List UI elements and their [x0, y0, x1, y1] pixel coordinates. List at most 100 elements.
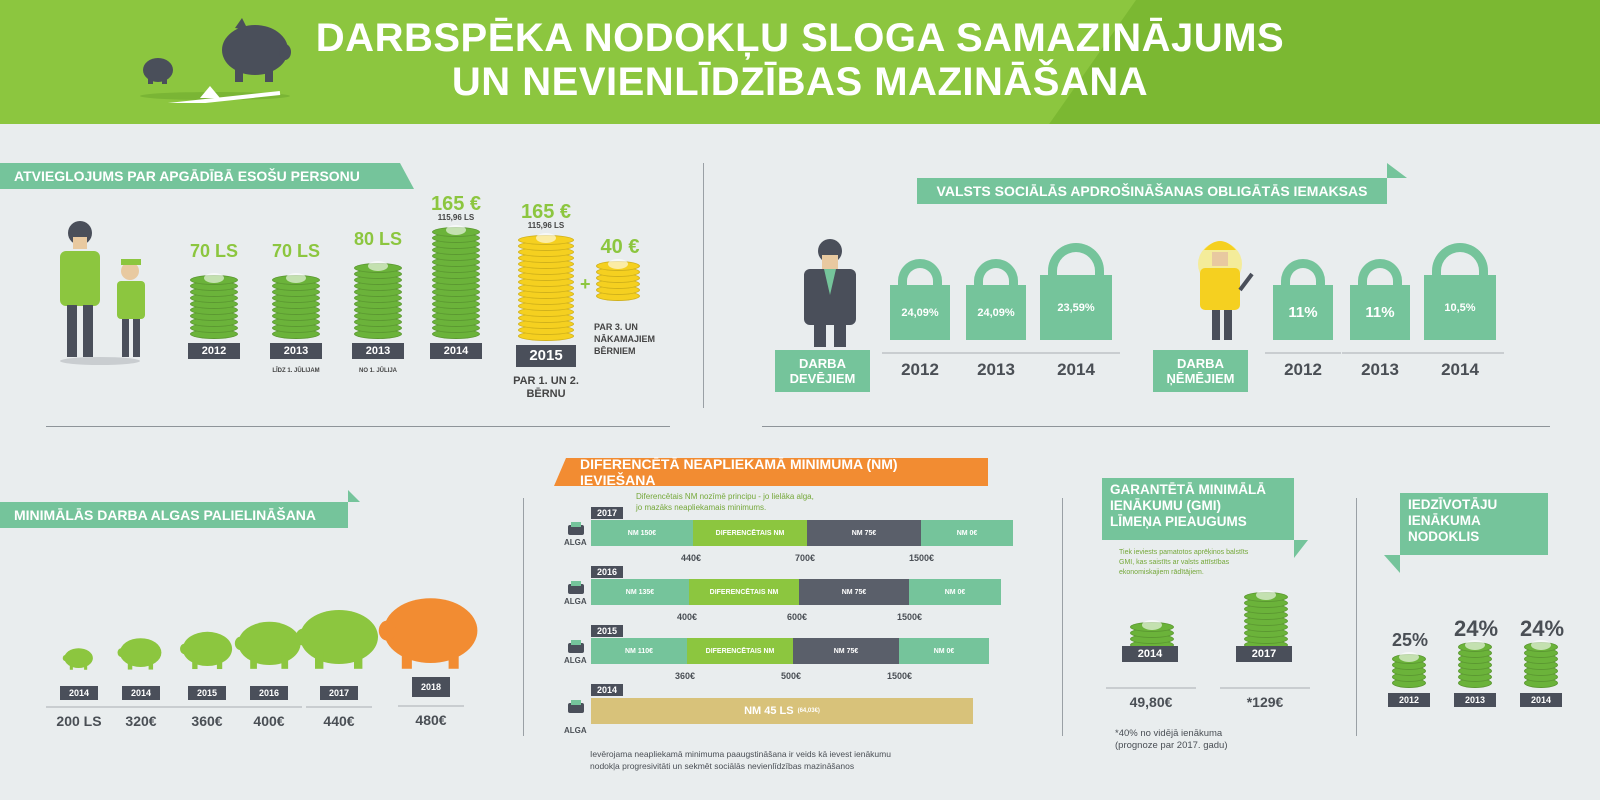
dependents-year: 2014	[430, 343, 482, 359]
coin-top-icon	[536, 233, 556, 243]
piggy-bank-icon	[63, 647, 94, 670]
dependents-year: 2013	[270, 343, 322, 359]
employees-shackle	[1358, 259, 1402, 287]
coin-top-icon	[1531, 640, 1551, 650]
nm-row-year: 2015	[591, 625, 624, 637]
income-tax-rate: 25%	[1391, 630, 1429, 650]
nm-segment: NM 75€	[807, 520, 921, 546]
nm-segment: NM 110€	[591, 638, 687, 664]
piggy-bank-icon	[295, 610, 378, 669]
employers-shackle	[1048, 243, 1104, 277]
wallet-icon	[568, 581, 584, 594]
employers-year: 2014	[1032, 352, 1120, 380]
divider	[762, 426, 1550, 427]
ribbon-fold	[1294, 540, 1308, 558]
dependents-year: 2012	[188, 343, 240, 359]
min-wage-value: 400€	[236, 706, 302, 729]
social-heading-text: VALSTS SOCIĀLĀS APDROŠINĀŠANAS OBLIGĀTĀS…	[936, 183, 1368, 199]
coin-top-icon	[1465, 640, 1485, 650]
income-tax-rate: 24%	[1453, 616, 1499, 641]
gmi-note: Tiek ieviests pamatotos aprēķinos balstī…	[1119, 548, 1248, 578]
piggy-bank-icon	[179, 631, 232, 670]
gmi-heading-line3: LĪMEŅA PIEAUGUMS	[1110, 514, 1247, 529]
gmi-value: *129€	[1220, 687, 1310, 710]
divider	[1356, 498, 1357, 736]
employees-label-text: DARBA ŅĒMĒJIEM	[1166, 356, 1235, 386]
employers-year: 2013	[958, 352, 1034, 380]
nm-heading: DIFERENCĒTĀ NEAPLIEKAMĀ MINIMUMA (NM) IE…	[566, 456, 988, 488]
coin-top-icon	[608, 259, 628, 269]
coin-stack	[518, 233, 574, 347]
gmi-note-line2: GMI, kas saistīts ar valsts attīstības	[1119, 559, 1230, 566]
ribbon-fold	[348, 490, 360, 502]
gmi-heading-line1: GARANTĒTĀ MINIMĀLĀ	[1110, 482, 1266, 497]
coin-top-icon	[1399, 652, 1419, 662]
gmi-footnote: *40% no vidējā ienākuma (prognoze par 20…	[1115, 728, 1228, 752]
nm-segment: NM 75€	[799, 579, 909, 605]
nm-footer: Ievērojama neapliekamā minimuma paaugsti…	[590, 748, 891, 772]
gmi-footnote-line2: (prognoze par 2017. gadu)	[1115, 740, 1228, 751]
nm-row-year: 2016	[591, 566, 624, 578]
coin-stack	[1392, 652, 1426, 694]
min-wage-year: 2017	[320, 686, 358, 700]
coin-top-icon	[1142, 620, 1162, 630]
coin-stack	[272, 273, 320, 345]
nm-row-year: 2017	[591, 507, 624, 519]
piggy-bank-icon	[234, 621, 301, 670]
wallet-icon	[568, 522, 584, 535]
min-wage-year: 2014	[122, 686, 160, 700]
wallet-icon	[568, 700, 584, 713]
dependents-value: 80 LS	[353, 229, 403, 249]
nm-threshold: 1500€	[909, 553, 935, 563]
ribbon-fold	[1384, 555, 1400, 573]
nm-threshold: 500€	[781, 671, 802, 681]
nm-segment: NM 0€	[921, 520, 1013, 546]
min-wage-year: 2018	[412, 677, 450, 697]
employee-worker-icon	[1198, 241, 1254, 340]
income-tax-rate: 24%	[1519, 616, 1565, 641]
nm-heading-text: DIFERENCĒTĀ NEAPLIEKAMĀ MINIMUMA (NM) IE…	[580, 456, 898, 488]
divider	[46, 426, 670, 427]
piggy-bank-icon	[379, 597, 478, 669]
income-tax-year: 2012	[1388, 693, 1430, 707]
nm-threshold: 400€	[677, 612, 698, 622]
min-wage-year: 2014	[60, 686, 98, 700]
coin-stack	[596, 259, 640, 307]
piggy-bank-icon	[117, 637, 162, 670]
wallet-icon	[568, 640, 584, 653]
coin-top-icon	[204, 273, 224, 283]
employers-shackle	[974, 259, 1018, 287]
coin-stack	[1244, 590, 1288, 662]
coin-stack	[432, 225, 480, 345]
nm-segment: DIFERENCĒTAIS NM	[689, 579, 799, 605]
nm-threshold: 600€	[787, 612, 808, 622]
ribbon-fold	[400, 163, 414, 189]
min-wage-heading-text: MINIMĀLĀS DARBA ALGAS PALIELINĀŠANA	[14, 507, 317, 523]
nm-segment: DIFERENCĒTAIS NM	[687, 638, 793, 664]
dependents-value: 70 LS	[189, 241, 239, 261]
employers-label-text: DARBA DEVĒJIEM	[789, 356, 856, 386]
alga-label: ALGA	[564, 597, 587, 606]
dependents-sub: 115,96 LS	[437, 213, 475, 222]
dependents-value: 165 €	[520, 201, 572, 223]
employers-rate: 23,59%	[1040, 275, 1112, 340]
coin-top-icon	[286, 273, 306, 283]
nm-2014-bar: NM 45 LS (64,03€)	[591, 698, 973, 724]
min-wage-value: 440€	[306, 706, 372, 729]
min-wage-value: 480€	[398, 705, 464, 728]
dependents-sub: 115,96 LS	[527, 221, 565, 230]
dependents-heading: ATVIEGLOJUMS PAR APGĀDĪBĀ ESOŠU PERSONU	[0, 163, 400, 189]
coin-top-icon	[368, 261, 388, 271]
employees-shackle	[1281, 259, 1325, 287]
page-title-line2: UN NEVIENLĪDZĪBAS MAZINĀŠANA	[451, 60, 1149, 104]
nm-footer-line2: nodokļa progresivitāti un sekmēt sociālā…	[590, 761, 855, 771]
gmi-year: 2014	[1122, 646, 1178, 662]
dependents-note: PAR 1. UN 2. BĒRNU	[513, 375, 579, 400]
ribbon-fold	[554, 458, 566, 486]
dependents-extra-value: 40 €	[600, 236, 640, 258]
parent-child-icon	[60, 221, 145, 365]
income-tax-heading-line3: NODOKLIS	[1408, 529, 1480, 544]
gmi-value: 49,80€	[1106, 687, 1196, 710]
dependents-heading-text: ATVIEGLOJUMS PAR APGĀDĪBĀ ESOŠU PERSONU	[14, 168, 360, 184]
ribbon-fold	[1387, 163, 1407, 178]
